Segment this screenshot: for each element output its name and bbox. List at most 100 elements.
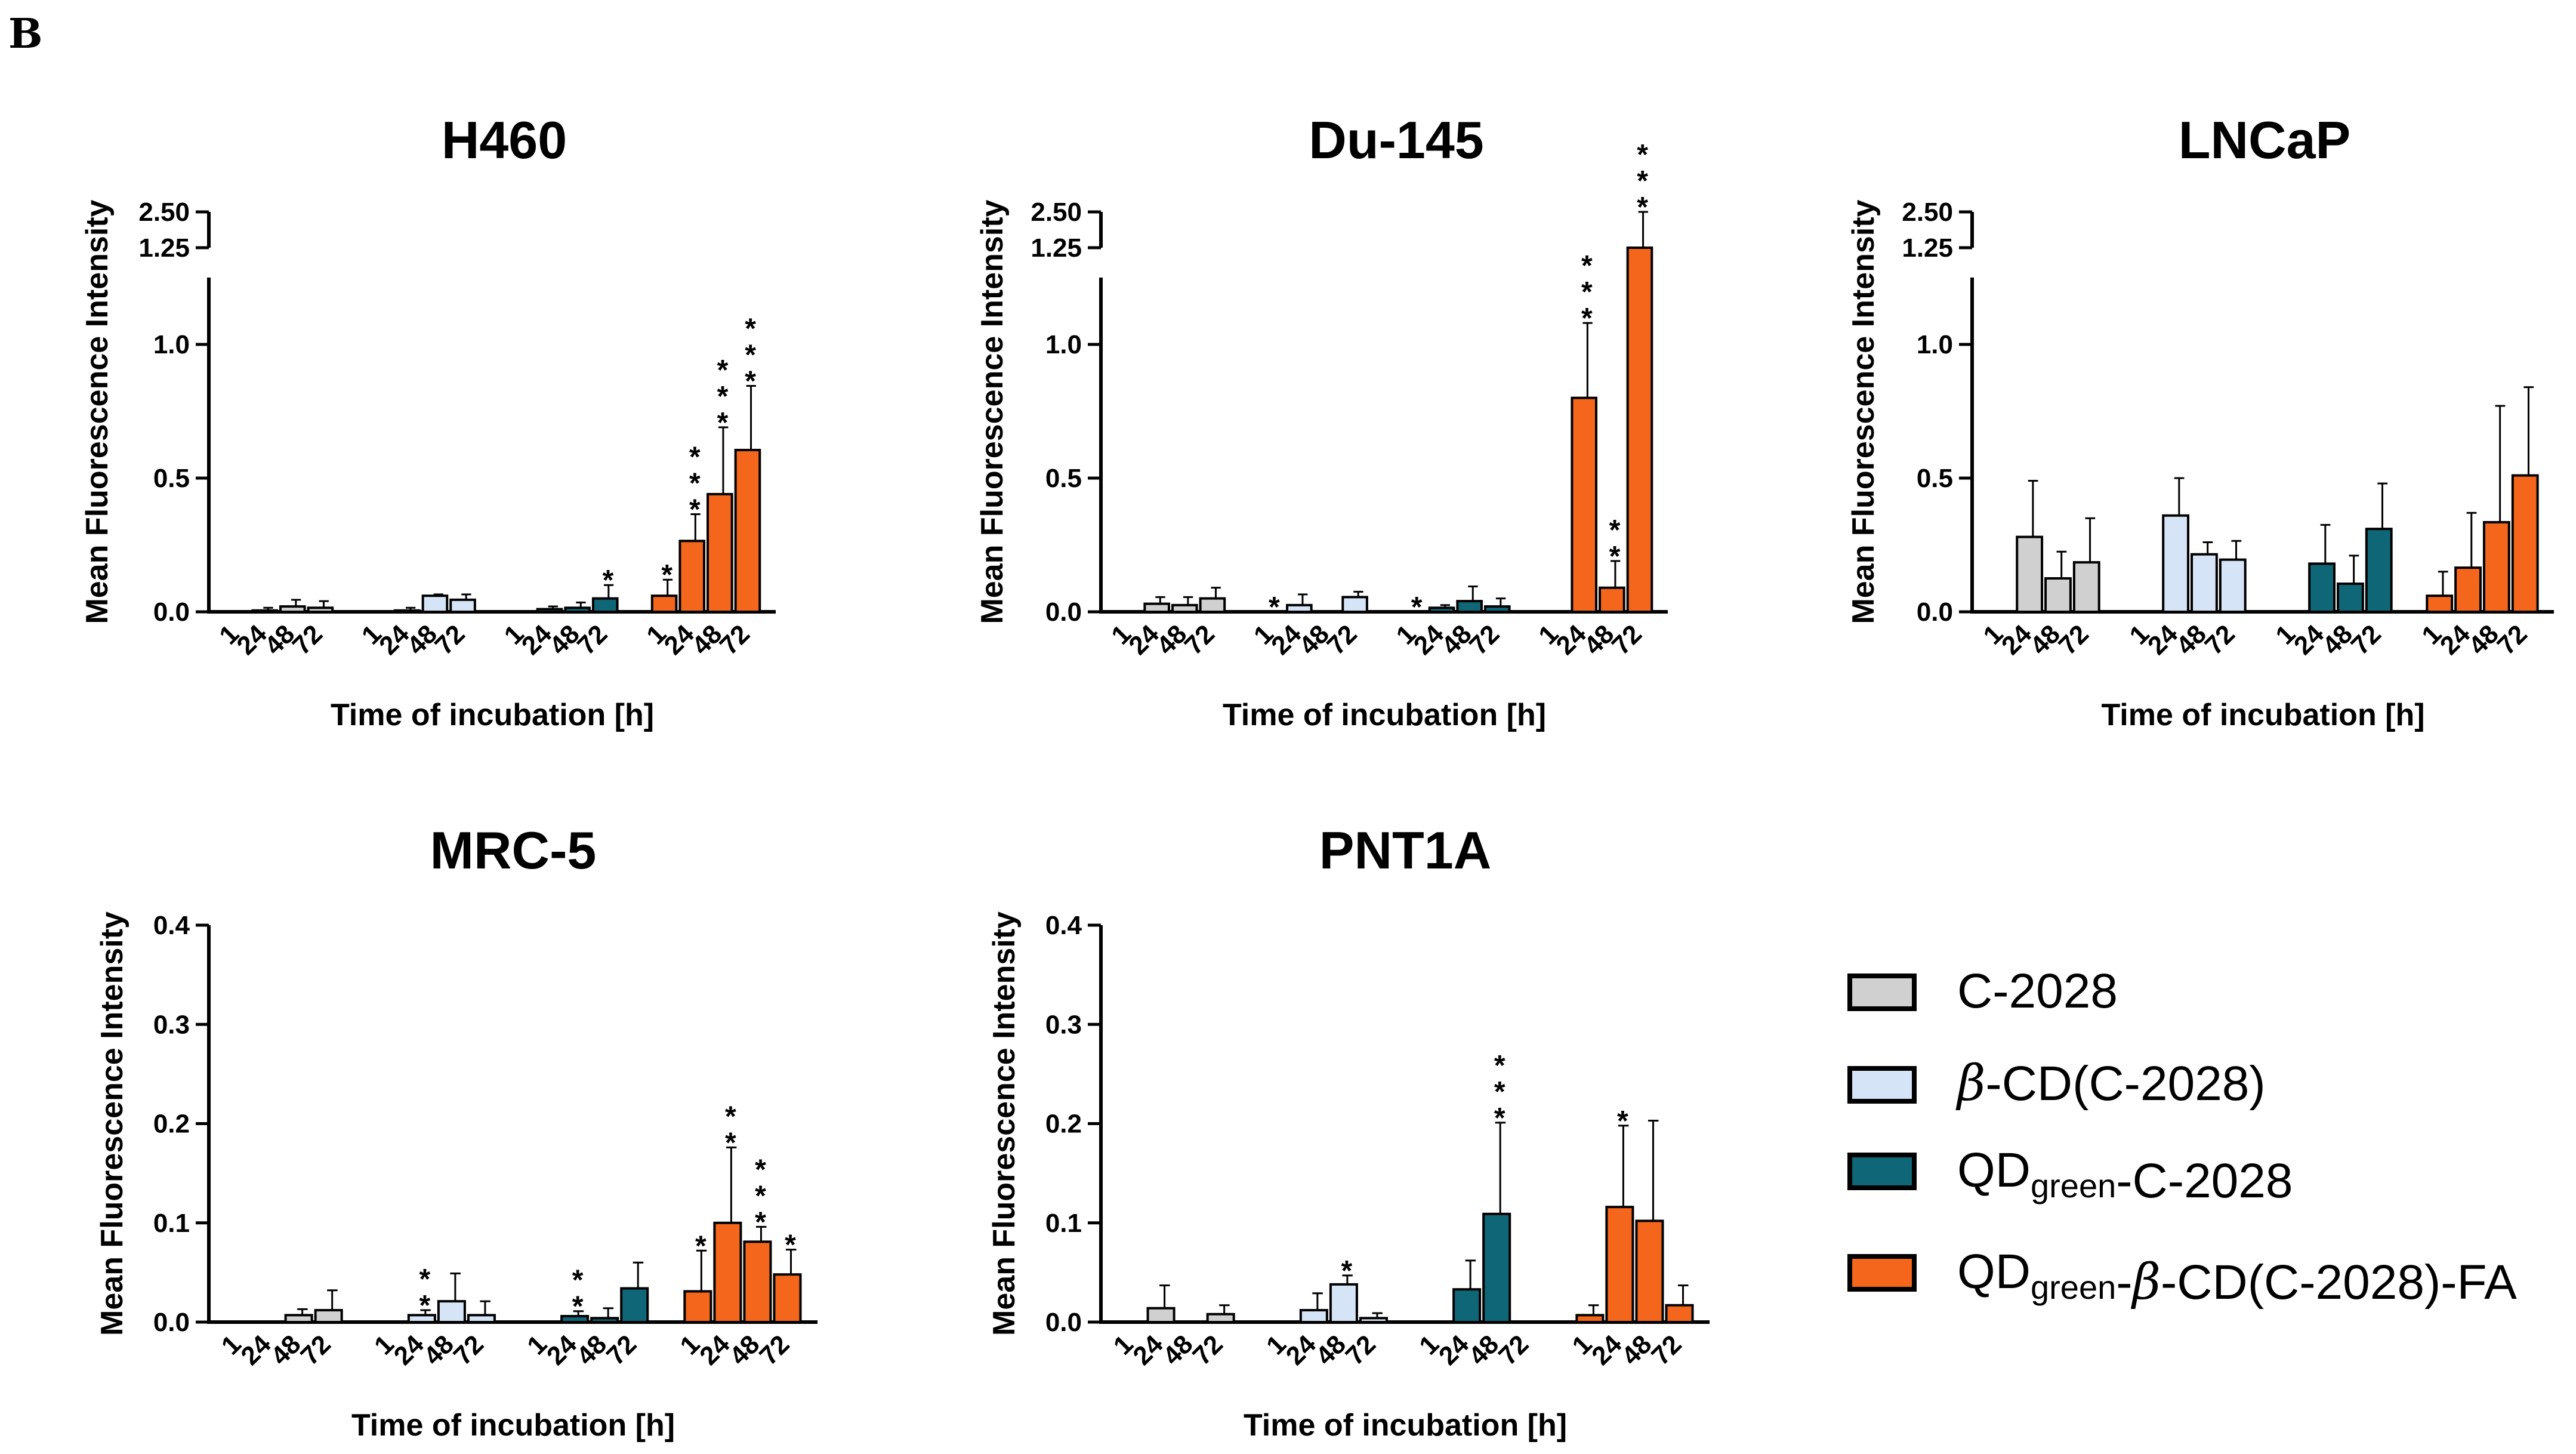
- y-tick-label: 0.2: [1045, 1110, 1082, 1139]
- bar-qdgreen-cd-c-2028-fa-1: [1575, 1314, 1605, 1324]
- y-tick-label: 0.5: [1917, 464, 1953, 493]
- charts-area: H460 Mean Fluorescence Intensity Time of i…: [80, 110, 2554, 1443]
- significance-star: *: [689, 494, 701, 525]
- bar-qdgreen-cd-c-2028-fa-72: [1665, 1304, 1694, 1324]
- y-tick-label: 2.50: [1902, 198, 1953, 227]
- y-axis-label: Mean Fluorescence Intensity: [975, 199, 1010, 624]
- chart-title: H460: [442, 110, 567, 170]
- significance-star: *: [1609, 541, 1621, 572]
- legend-label-cd-c-2028: β-CD(C-2028): [1955, 1055, 2266, 1112]
- legend-label-part: -CD(C-2028): [1985, 1056, 2265, 1111]
- bar-cd-c-2028-24: [394, 609, 421, 614]
- significance-star: *: [419, 1264, 431, 1295]
- significance-star: *: [1494, 1050, 1506, 1082]
- legend-label-part: QD: [1957, 1143, 2031, 1197]
- significance-star: *: [755, 1206, 766, 1238]
- bar-qdgreen-c-2028-48: [590, 1317, 619, 1324]
- bar-qdgreen-c-2028-72: [591, 597, 619, 613]
- significance-star: *: [1581, 276, 1593, 308]
- bar-cd-c-2028-72: [467, 1314, 496, 1324]
- bar-qdgreen-cd-c-2028-fa-48: [2482, 520, 2510, 613]
- bar-qdgreen-cd-c-2028-fa-72: [2511, 474, 2539, 614]
- significance-star: *: [1609, 515, 1621, 546]
- bar-qdgreen-cd-c-2028-fa-72: [773, 1273, 802, 1323]
- y-tick-label: 1.0: [1917, 330, 1953, 359]
- x-axis-label: Time of incubation [h]: [351, 1408, 675, 1443]
- y-tick-label: 1.25: [1902, 233, 1953, 263]
- bar-qdgreen-c-2028-24: [1452, 1288, 1482, 1323]
- legend-label-part: C-2028: [1957, 964, 2118, 1018]
- bar-qdgreen-cd-c-2028-fa-24: [713, 1221, 742, 1323]
- bar-cd-c-2028-72: [1341, 596, 1368, 613]
- bar-c-2028-72: [314, 1309, 343, 1324]
- x-tick-label: 72: [2199, 619, 2241, 660]
- y-axis-label: Mean Fluorescence Intensity: [80, 199, 115, 624]
- chart-h460: H460 Mean Fluorescence Intensity Time of i…: [80, 110, 776, 732]
- significance-star: *: [1637, 165, 1648, 197]
- y-tick-label: 0.2: [153, 1110, 190, 1139]
- bar-qdgreen-cd-c-2028-fa-1: [2426, 594, 2454, 613]
- bar-qdgreen-c-2028-24: [1428, 606, 1455, 614]
- bar-c-2028-72: [2072, 561, 2100, 613]
- bar-qdgreen-cd-c-2028-fa-1: [650, 594, 678, 613]
- bar-qdgreen-c-2028-72: [620, 1287, 649, 1324]
- y-axis-label: Mean Fluorescence Intensity: [987, 911, 1022, 1336]
- bar-cd-c-2028-24: [1286, 603, 1313, 613]
- significance-star: *: [572, 1291, 584, 1323]
- y-tick-label: 0.0: [1045, 597, 1082, 627]
- bar-qdgreen-cd-c-2028-fa-48: [743, 1240, 772, 1323]
- y-tick-label: 1.25: [1031, 233, 1082, 263]
- significance-star: *: [661, 559, 672, 591]
- bar-qdgreen-cd-c-2028-fa-24: [1571, 396, 1598, 613]
- significance-star: *: [572, 1265, 584, 1296]
- significance-star: *: [689, 441, 701, 473]
- chart-mrc-5: MRC-5 Mean Fluorescence Intensity Time of …: [95, 821, 817, 1443]
- legend-swatch-qdgreen-cd-c-2028-fa: [1847, 1254, 1917, 1292]
- chart-title: Du-145: [1309, 110, 1483, 170]
- significance-star: *: [1269, 592, 1280, 623]
- x-tick-label: 72: [714, 619, 755, 660]
- x-tick-label: 72: [601, 1329, 642, 1370]
- bar-c-2028-48: [1171, 603, 1198, 613]
- bar-c-2028-48: [279, 605, 306, 613]
- significance-star: *: [1341, 1255, 1353, 1287]
- x-tick-label: 72: [1464, 619, 1505, 660]
- bar-qdgreen-c-2028-48: [1482, 1212, 1511, 1323]
- bar-c-2028-72: [1199, 597, 1226, 613]
- bar-qdgreen-c-2028-48: [1456, 600, 1483, 614]
- x-tick-label: 72: [1606, 619, 1648, 660]
- bar-qdgreen-c-2028-72: [2365, 528, 2393, 613]
- legend-label-c-2028: C-2028: [1957, 964, 2118, 1018]
- chart-du-145: Du-145 Mean Fluorescence Intensity Time of…: [975, 110, 1668, 732]
- legend-swatch-cd-c-2028: [1847, 1066, 1917, 1104]
- x-tick-label: 72: [1187, 1329, 1228, 1370]
- significance-star: *: [745, 339, 756, 371]
- legend-label-part: β: [1955, 1055, 1985, 1112]
- bar-qdgreen-cd-c-2028-fa-48: [1635, 1219, 1664, 1324]
- significance-star: *: [603, 565, 614, 596]
- significance-star: *: [725, 1101, 736, 1132]
- significance-star: *: [1617, 1105, 1628, 1137]
- bar-cd-c-2028-72: [449, 598, 476, 614]
- bar-cd-c-2028-72: [1359, 1317, 1388, 1324]
- chart-lncap: LNCaP Mean Fluorescence Intensity Time of …: [1846, 110, 2554, 732]
- bar-cd-c-2028-24: [407, 1314, 436, 1324]
- bar-cd-c-2028-48: [2191, 553, 2218, 613]
- significance-star: *: [717, 381, 729, 412]
- y-tick-label: 1.25: [138, 233, 190, 263]
- y-tick-label: 0.5: [1045, 464, 1082, 493]
- bar-qdgreen-c-2028-72: [1483, 605, 1511, 613]
- significance-star: *: [1411, 592, 1423, 623]
- x-tick-label: 72: [295, 1329, 336, 1370]
- bar-c-2028-24: [251, 609, 278, 614]
- y-tick-label: 0.1: [1045, 1209, 1082, 1238]
- y-tick-label: 0.1: [153, 1209, 190, 1238]
- significance-star: *: [745, 365, 756, 397]
- bar-qdgreen-c-2028-48: [2336, 582, 2364, 614]
- x-tick-label: 72: [287, 619, 328, 660]
- bar-qdgreen-c-2028-24: [2308, 562, 2336, 613]
- x-axis-label: Time of incubation [h]: [1223, 698, 1546, 732]
- bar-c-2028-72: [1206, 1313, 1235, 1323]
- significance-star: *: [755, 1180, 766, 1212]
- chart-title: PNT1A: [1319, 821, 1492, 880]
